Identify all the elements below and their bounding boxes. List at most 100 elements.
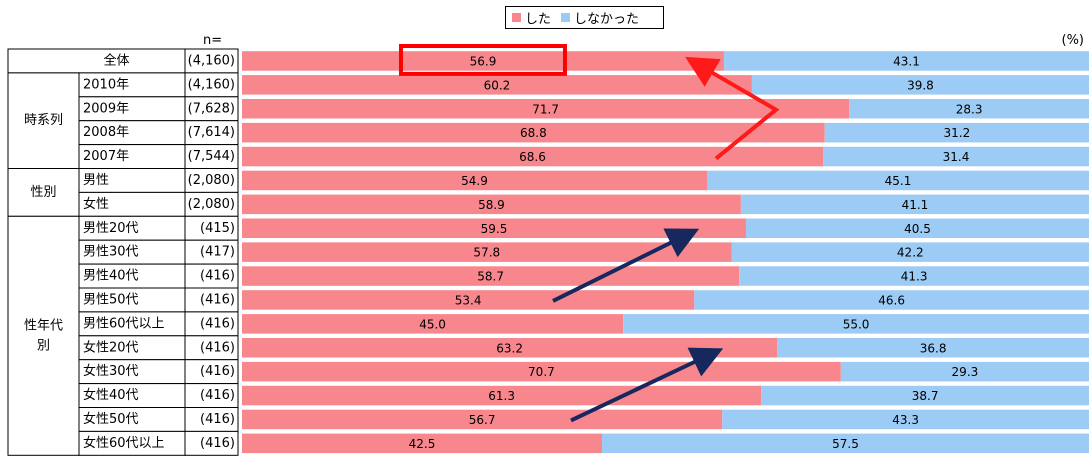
bar-did-5 <box>242 170 708 191</box>
bar-did-1 <box>242 75 752 95</box>
bar-did-not-13 <box>840 361 1089 382</box>
value-label-did-not-5: 45.1 <box>885 174 912 188</box>
bar-did-not-11 <box>623 314 1089 334</box>
row-label-13: 女性30代 <box>83 363 139 379</box>
value-label-did-not-12: 36.8 <box>920 341 947 355</box>
row-label-8: 男性30代 <box>83 245 139 260</box>
n-header: n= <box>203 33 223 48</box>
bar-did-12 <box>242 338 778 358</box>
value-label-did-13: 70.7 <box>528 365 555 379</box>
bar-did-not-5 <box>707 170 1089 191</box>
value-label-did-not-9: 41.3 <box>901 270 928 284</box>
value-label-did-not-10: 46.6 <box>878 293 905 307</box>
n-value-1: (4,160) <box>188 77 235 92</box>
bar-did-3 <box>242 122 825 143</box>
legend-item-did: した <box>512 8 551 27</box>
bar-did-not-9 <box>739 266 1089 286</box>
row-label-7: 男性20代 <box>83 221 139 236</box>
bar-did-8 <box>242 242 732 262</box>
bar-did-not-4 <box>823 146 1089 167</box>
group-label-3-line2: 別 <box>37 338 50 353</box>
bar-did-not-7 <box>745 218 1089 238</box>
value-label-did-not-1: 39.8 <box>907 78 934 92</box>
bar-did-not-6 <box>740 194 1089 215</box>
row-label-4: 2007年 <box>83 149 129 164</box>
trend-arrow-timeseries <box>685 56 780 161</box>
n-value-5: (2,080) <box>188 173 235 188</box>
value-label-did-9: 58.7 <box>477 270 504 284</box>
row-label-2: 2009年 <box>83 101 129 116</box>
n-value-7: (415) <box>200 221 235 236</box>
value-label-did-not-13: 29.3 <box>952 365 979 379</box>
value-label-did-not-14: 38.7 <box>912 389 939 403</box>
legend: した しなかった <box>505 6 664 29</box>
bar-did-not-8 <box>731 242 1089 262</box>
n-value-10: (416) <box>200 292 235 307</box>
value-label-did-3: 68.8 <box>520 126 547 140</box>
n-value-14: (416) <box>200 388 235 403</box>
bar-did-not-2 <box>849 99 1089 119</box>
row-label-14: 女性40代 <box>83 387 139 403</box>
row-label-6: 女性 <box>83 196 109 212</box>
value-label-did-2: 71.7 <box>532 102 559 116</box>
n-value-8: (417) <box>200 245 235 260</box>
value-label-did-4: 68.6 <box>519 150 546 164</box>
row-label-9: 男性40代 <box>83 269 139 284</box>
value-label-did-14: 61.3 <box>488 389 515 403</box>
n-value-16: (416) <box>200 436 235 451</box>
bar-did-11 <box>242 314 624 334</box>
row-cell-total <box>7 48 186 74</box>
row-label-0: 全体 <box>103 52 129 68</box>
bar-did-7 <box>242 218 746 238</box>
value-label-did-11: 45.0 <box>419 317 446 331</box>
value-label-did-7: 59.5 <box>481 222 508 236</box>
value-label-did-5: 54.9 <box>461 174 488 188</box>
bar-did-not-3 <box>824 122 1089 143</box>
value-label-did-8: 57.8 <box>473 246 500 260</box>
bar-did-4 <box>242 146 824 167</box>
value-label-did-15: 56.7 <box>469 413 496 427</box>
row-label-3: 2008年 <box>83 125 129 140</box>
legend-label-did: した <box>525 12 552 27</box>
row-label-5: 男性 <box>83 173 109 188</box>
value-label-did-12: 63.2 <box>496 341 523 355</box>
group-cell-3 <box>7 215 80 456</box>
n-value-15: (416) <box>200 412 235 427</box>
value-label-did-not-3: 31.2 <box>944 126 971 140</box>
value-label-did-not-11: 55.0 <box>843 317 870 331</box>
n-value-3: (7,614) <box>188 125 235 140</box>
bar-did-not-1 <box>751 75 1089 95</box>
legend-swatch-did <box>512 13 521 22</box>
row-label-11: 男性60代以上 <box>83 316 165 331</box>
legend-item-did-not: しなかった <box>561 8 639 27</box>
value-label-did-not-6: 41.1 <box>902 198 929 212</box>
group-label-2: 性別 <box>30 185 56 200</box>
bar-did-2 <box>242 99 850 119</box>
unit-label: (%) <box>1061 33 1085 48</box>
group-label-1: 時系列 <box>24 113 63 128</box>
n-value-13: (416) <box>200 364 235 379</box>
n-value-11: (416) <box>200 316 235 331</box>
n-value-12: (416) <box>200 340 235 355</box>
bar-did-10 <box>242 290 695 310</box>
row-label-10: 男性50代 <box>83 292 139 307</box>
trend-arrow-female <box>570 347 724 423</box>
n-value-9: (416) <box>200 269 235 284</box>
value-label-did-16: 42.5 <box>409 437 436 451</box>
value-label-did-not-8: 42.2 <box>897 246 924 260</box>
row-label-12: 女性20代 <box>83 339 139 355</box>
n-value-4: (7,544) <box>188 149 235 164</box>
value-label-did-not-0: 43.1 <box>893 54 920 68</box>
highlight-box <box>398 44 567 76</box>
n-cell-16 <box>184 430 239 456</box>
row-label-15: 女性50代 <box>83 411 139 427</box>
value-label-did-not-15: 43.3 <box>892 413 919 427</box>
value-label-did-not-2: 28.3 <box>956 102 983 116</box>
n-value-6: (2,080) <box>188 197 235 212</box>
trend-arrow-male <box>552 228 700 303</box>
group-label-3-line1: 性年代 <box>24 318 63 333</box>
bar-did-16 <box>242 433 602 454</box>
legend-label-did-not: しなかった <box>574 12 640 27</box>
